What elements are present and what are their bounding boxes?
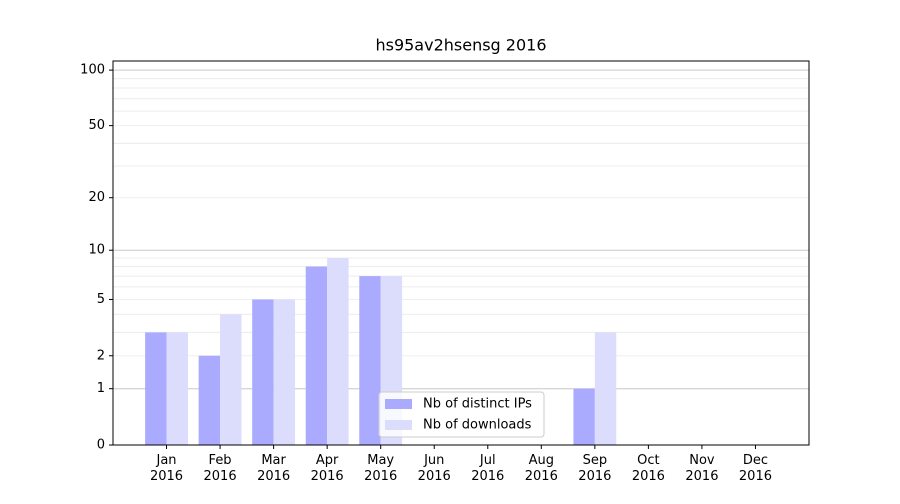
x-tick-label: Jul 2016 (471, 453, 505, 484)
y-tick-label: 2 (97, 348, 105, 363)
plot-frame (112, 60, 810, 446)
y-tick-label: 1 (97, 381, 105, 396)
x-tick-label: Apr 2016 (310, 453, 344, 484)
bar (252, 299, 274, 445)
bar (145, 332, 167, 445)
legend-label: Nb of distinct IPs (423, 397, 532, 412)
y-tick-label: 0 (97, 438, 105, 453)
bar (573, 388, 595, 445)
x-tick-label: Dec 2016 (738, 453, 772, 484)
x-tick-label: Feb 2016 (203, 453, 237, 484)
bar (327, 257, 349, 445)
legend: Nb of distinct IPs Nb of downloads (378, 391, 545, 438)
y-tick-label: 100 (80, 63, 105, 78)
x-tick-label: May 2016 (364, 453, 398, 484)
legend-label: Nb of downloads (423, 418, 532, 433)
x-tick-label: Jun 2016 (417, 453, 451, 484)
x-tick-label: Jan 2016 (149, 453, 184, 484)
x-tick-label: Sep 2016 (578, 453, 612, 484)
bar (594, 332, 617, 445)
x-tick-label: Aug 2016 (524, 453, 558, 484)
legend-swatch (385, 399, 412, 409)
bar (359, 276, 381, 445)
legend-box (378, 391, 545, 438)
x-tick-label: Oct 2016 (631, 453, 665, 484)
legend-swatch (385, 420, 412, 430)
y-tick-label: 10 (88, 243, 105, 258)
y-tick-label: 5 (97, 292, 105, 307)
bar (220, 314, 242, 445)
y-tick-label: 20 (88, 190, 105, 205)
bar (273, 299, 296, 445)
x-tick-label: Mar 2016 (257, 453, 291, 484)
bar (198, 355, 221, 445)
bar (166, 332, 188, 445)
x-tick-label: Nov 2016 (685, 453, 719, 484)
chart-title: hs95av2hsensg 2016 (375, 36, 546, 55)
bar (305, 266, 328, 445)
y-tick-label: 50 (88, 118, 105, 133)
